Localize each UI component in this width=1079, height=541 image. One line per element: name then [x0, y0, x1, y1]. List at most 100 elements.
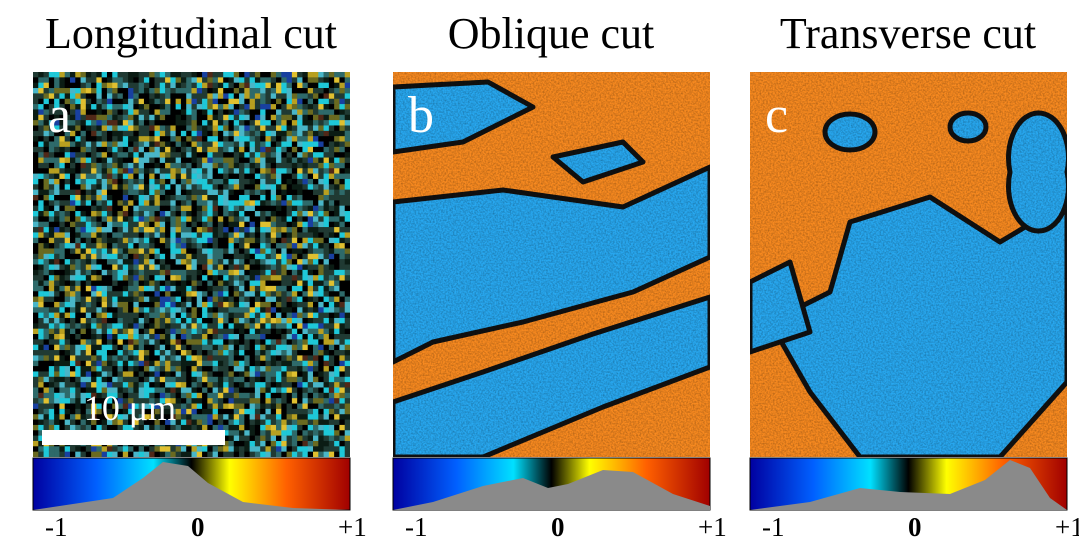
pixel [260, 345, 266, 351]
pixel [170, 93, 176, 99]
pixel [297, 436, 303, 442]
pixel [260, 339, 266, 345]
pixel [287, 83, 293, 89]
pixel [250, 382, 256, 388]
pixel [250, 72, 256, 78]
pixel [297, 382, 303, 388]
pixel [313, 125, 319, 131]
pixel [38, 136, 44, 142]
pixel [133, 88, 139, 94]
pixel [144, 254, 150, 260]
pixel [218, 93, 224, 99]
pixel [287, 323, 293, 329]
pixel [165, 142, 171, 148]
pixel [59, 393, 65, 399]
pixel [292, 179, 298, 185]
pixel [118, 211, 124, 217]
pixel [33, 281, 39, 287]
pixel [302, 254, 308, 260]
pixel [244, 163, 250, 169]
pixel [65, 313, 71, 319]
pixel [54, 414, 60, 420]
pixel [329, 152, 335, 158]
pixel [107, 452, 113, 458]
pixel [244, 136, 250, 142]
pixel [287, 147, 293, 153]
pixel [334, 190, 340, 196]
pixel [112, 174, 118, 180]
pixel [308, 195, 314, 201]
pixel [265, 174, 271, 180]
pixel [144, 184, 150, 190]
pixel [202, 104, 208, 110]
pixel [170, 281, 176, 287]
pixel [118, 142, 124, 148]
pixel [308, 109, 314, 115]
pixel [38, 179, 44, 185]
pixel [49, 259, 55, 265]
pixel [339, 414, 345, 420]
pixel [239, 109, 245, 115]
pixel [102, 142, 108, 148]
pixel [133, 200, 139, 206]
pixel [44, 227, 50, 233]
pixel [265, 387, 271, 393]
pixel [118, 131, 124, 137]
pixel [339, 355, 345, 361]
pixel [334, 211, 340, 217]
pixel [33, 297, 39, 303]
pixel [86, 195, 92, 201]
pixel [276, 297, 282, 303]
pixel [160, 254, 166, 260]
pixel [287, 254, 293, 260]
pixel [213, 168, 219, 174]
pixel [91, 227, 97, 233]
pixel [313, 323, 319, 329]
pixel [102, 345, 108, 351]
pixel [38, 206, 44, 212]
pixel [329, 179, 335, 185]
pixel [207, 275, 213, 281]
pixel [213, 265, 219, 271]
pixel [144, 93, 150, 99]
pixel [81, 179, 87, 185]
pixel [91, 125, 97, 131]
pixel [155, 222, 161, 228]
pixel [176, 286, 182, 292]
pixel [133, 152, 139, 158]
pixel [70, 323, 76, 329]
pixel [265, 425, 271, 431]
pixel [75, 83, 81, 89]
pixel [38, 200, 44, 206]
pixel [345, 420, 351, 426]
pixel [334, 136, 340, 142]
pixel [160, 195, 166, 201]
pixel [144, 125, 150, 131]
pixel [202, 345, 208, 351]
pixel [149, 270, 155, 276]
pixel [329, 291, 335, 297]
pixel [118, 366, 124, 372]
pixel [128, 216, 134, 222]
pixel [239, 318, 245, 324]
pixel [345, 297, 351, 303]
pixel [234, 131, 240, 137]
pixel [223, 387, 229, 393]
pixel [244, 313, 250, 319]
pixel [38, 120, 44, 126]
pixel [123, 446, 129, 452]
pixel [139, 109, 145, 115]
pixel [308, 302, 314, 308]
pixel [250, 355, 256, 361]
pixel [318, 387, 324, 393]
pixel [271, 211, 277, 217]
pixel [165, 291, 171, 297]
pixel [244, 104, 250, 110]
pixel [81, 174, 87, 180]
pixel [265, 382, 271, 388]
pixel [339, 168, 345, 174]
pixel [33, 222, 39, 228]
pixel [70, 77, 76, 83]
pixel [155, 382, 161, 388]
pixel [144, 281, 150, 287]
